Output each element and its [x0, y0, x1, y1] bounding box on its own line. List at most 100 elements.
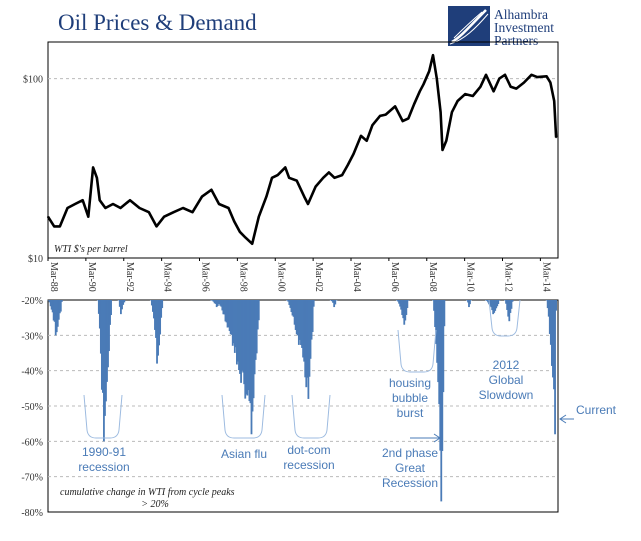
drawdown-bar: [466, 300, 468, 301]
drawdown-bar: [55, 300, 58, 333]
x-tick-label: Mar-02: [313, 262, 324, 292]
drawdown-bar: [330, 300, 333, 302]
drawdown-bar: [230, 300, 233, 335]
wti-price-point: [87, 215, 90, 218]
wti-price-point: [81, 199, 84, 201]
drawdown-bar: [401, 300, 404, 315]
wti-price-point: [485, 74, 487, 76]
wti-price-point: [464, 93, 467, 95]
drawdown-bar: [288, 300, 291, 305]
annotation-label: Great: [395, 461, 426, 475]
drawdown-bar: [504, 300, 506, 301]
drawdown-bar: [438, 300, 441, 405]
drawdown-bar: [507, 300, 510, 317]
drawdown-bar: [469, 300, 472, 301]
drawdown-bar: [221, 300, 224, 311]
drawdown-bar: [213, 300, 216, 304]
drawdown-bar: [309, 300, 312, 359]
logo-line-3: Partners: [494, 33, 539, 48]
drawdown-note: > 20%: [141, 499, 169, 510]
drawdown-bar: [300, 300, 302, 345]
wti-price-point: [172, 211, 175, 214]
wti-price-point: [218, 203, 220, 205]
wti-price-point: [227, 207, 230, 209]
x-tick-label: Mar-10: [465, 262, 476, 292]
drawdown-bar: [397, 300, 399, 302]
drawdown-bar: [227, 300, 230, 328]
wti-price-point: [504, 74, 506, 76]
wti-price-point: [555, 136, 557, 139]
wti-price-point: [276, 174, 279, 176]
drawdown-bar: [103, 300, 105, 442]
drawdown-bar: [332, 300, 334, 303]
wti-price-point: [365, 140, 368, 142]
drawdown-bar: [435, 300, 438, 344]
drawdown-bar: [287, 300, 290, 302]
drawdown-bar: [214, 300, 217, 304]
drawdown-bar: [238, 300, 240, 371]
wti-price-point: [530, 74, 533, 76]
wti-price-point: [379, 115, 381, 117]
drawdown-bar: [109, 300, 111, 325]
wti-price-point: [515, 87, 518, 90]
drawdown-bar: [491, 300, 494, 311]
drawdown-bar: [494, 300, 497, 311]
wti-price-point: [523, 81, 525, 84]
logo: Alhambra Investment Partners: [448, 6, 638, 54]
wti-price-point: [341, 174, 343, 176]
annotation-label: dot-com: [287, 443, 330, 457]
drawdown-bar: [48, 300, 51, 303]
wti-price-point: [191, 211, 194, 214]
annotation-label: 2012: [493, 358, 520, 372]
wti-price-point: [418, 90, 421, 93]
drawdown-bar: [301, 300, 303, 348]
wti-price-point: [74, 203, 76, 205]
drawdown-bar: [442, 300, 445, 393]
drawdown-ytick-label: -50%: [21, 402, 43, 413]
wti-price-point: [257, 215, 260, 218]
drawdown-bar: [120, 300, 122, 315]
drawdown-bar: [158, 300, 160, 346]
drawdown-bar: [493, 300, 496, 313]
drawdown-bar: [398, 300, 400, 304]
drawdown-bar: [510, 300, 513, 309]
drawdown-bar: [552, 300, 554, 378]
wti-price-point: [492, 90, 495, 93]
drawdown-bar: [217, 300, 220, 302]
annotation-label: Asian flu: [221, 447, 267, 461]
drawdown-bar: [215, 300, 218, 308]
drawdown-bar: [219, 300, 222, 306]
drawdown-bar: [229, 300, 232, 335]
drawdown-bar: [56, 300, 59, 327]
wti-price-point: [471, 95, 474, 97]
drawdown-bar: [53, 300, 56, 322]
drawdown-bar: [469, 300, 471, 305]
x-tick-label: Mar-14: [540, 262, 551, 292]
wti-price-point: [148, 211, 150, 214]
wti-price-point: [129, 199, 131, 201]
drawdown-bar: [149, 300, 152, 301]
drawdown-bar: [59, 300, 62, 312]
drawdown-bar: [407, 300, 410, 301]
drawdown-bar: [467, 300, 469, 303]
wti-price-point: [66, 207, 69, 209]
wti-price-point: [119, 207, 122, 209]
annotation-label: bubble: [392, 391, 428, 405]
drawdown-bar: [123, 300, 126, 303]
wti-price-point: [451, 111, 453, 113]
drawdown-bar: [549, 300, 552, 345]
drawdown-bar: [225, 300, 228, 323]
annotation-bracket: [291, 394, 331, 439]
drawdown-bar: [406, 300, 409, 308]
drawdown-bar: [231, 300, 234, 346]
drawdown-bar: [495, 300, 498, 309]
drawdown-ytick-label: -40%: [21, 367, 43, 378]
drawdown-bar: [308, 300, 311, 377]
logo-mark-icon: [448, 6, 490, 46]
drawdown-bar: [121, 300, 123, 310]
drawdown-bar: [226, 300, 229, 328]
wti-price-point: [428, 70, 431, 72]
drawdown-panel: -20%-30%-40%-50%-60%-70%-80%1990-91reces…: [21, 296, 616, 519]
x-tick-label: Mar-08: [427, 262, 438, 292]
x-tick-label: Mar-96: [200, 262, 211, 292]
